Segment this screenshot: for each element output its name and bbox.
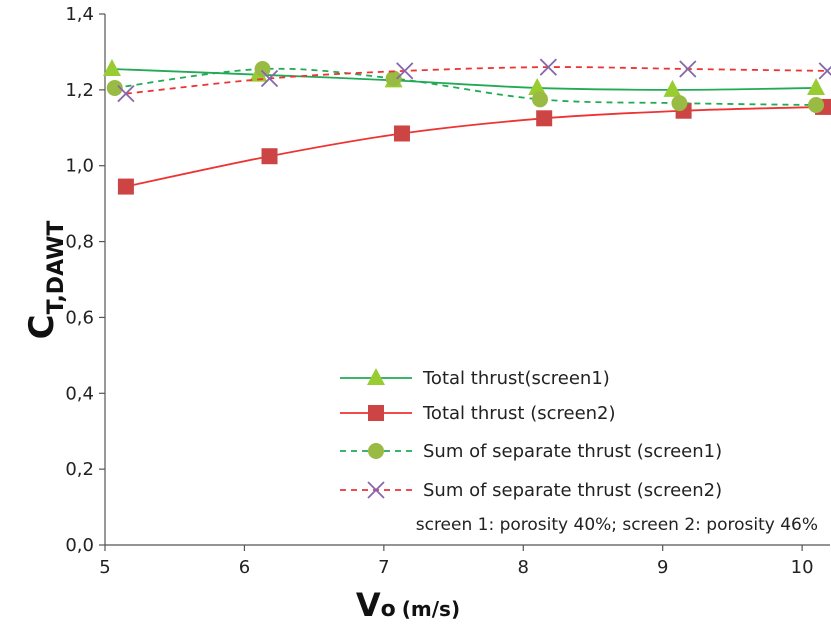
porosity-note: screen 1: porosity 40%; screen 2: porosi… xyxy=(416,515,818,535)
data-point xyxy=(102,58,121,76)
series-layer xyxy=(102,58,831,195)
y-tick-label: 0,8 xyxy=(65,232,94,253)
legend-marker-shape xyxy=(368,405,384,421)
data-point xyxy=(807,77,826,95)
data-point xyxy=(818,62,831,80)
x-tick-label: 8 xyxy=(518,557,529,578)
data-point xyxy=(536,110,553,127)
y-tick-label: 0,6 xyxy=(65,307,94,328)
y-tick-label: 1,4 xyxy=(65,4,94,25)
x-axis-ticks: 5 6 7 8 9 10 xyxy=(99,545,814,578)
legend-marker-shape xyxy=(368,443,384,459)
data-point xyxy=(539,58,558,76)
data-point xyxy=(254,60,271,77)
x-marker-stroke xyxy=(117,85,135,103)
y-tick-label: 0,4 xyxy=(65,383,94,404)
legend-entry-total-thrust-screen2: Total thrust (screen2) xyxy=(340,403,616,424)
x-tick-label: 10 xyxy=(791,557,814,578)
data-point xyxy=(679,60,697,78)
series-line xyxy=(125,66,828,95)
y-tick-label: 1,2 xyxy=(65,80,94,101)
y-tick-label: 1,0 xyxy=(65,156,94,177)
x-axis-title: Vo (m/s) xyxy=(356,586,460,624)
x-tick-label: 9 xyxy=(657,557,668,578)
legend-label: Total thrust (screen2) xyxy=(422,403,616,424)
legend: Total thrust(screen1) Total thrust (scre… xyxy=(340,368,818,535)
data-point xyxy=(117,85,135,103)
series-line xyxy=(111,68,817,91)
legend-marker-x xyxy=(367,481,385,499)
data-point xyxy=(106,79,123,96)
data-point xyxy=(117,178,134,195)
data-point xyxy=(261,148,278,165)
data-point xyxy=(385,70,402,87)
data-point xyxy=(663,79,682,97)
legend-label: Sum of separate thrust (screen2) xyxy=(423,480,722,501)
series-line xyxy=(114,67,817,106)
legend-entry-sum-screen2: Sum of separate thrust (screen2) xyxy=(340,480,722,501)
series-sum-separate-thrust-screen2 xyxy=(117,58,831,103)
series-total-thrust-screen1 xyxy=(102,58,826,97)
y-axis-title: CT,DAWT xyxy=(22,221,69,340)
x-tick-label: 5 xyxy=(99,557,110,578)
series-total-thrust-screen2 xyxy=(117,98,831,195)
plot-area xyxy=(104,14,830,546)
legend-marker-shape xyxy=(367,368,385,385)
legend-label: Sum of separate thrust (screen1) xyxy=(423,441,722,462)
legend-marker-circle xyxy=(368,443,384,459)
data-point xyxy=(260,69,279,88)
y-axis-ticks: 0,0 0,2 0,4 0,6 0,8 1,0 1,2 1,4 xyxy=(65,4,105,556)
series-line xyxy=(125,106,824,188)
legend-entry-sum-screen1: Sum of separate thrust (screen1) xyxy=(340,441,722,462)
x-marker-stroke xyxy=(679,60,697,78)
data-point xyxy=(396,62,414,80)
legend-marker-triangle xyxy=(367,368,385,385)
data-point xyxy=(671,95,688,112)
y-tick-label: 0,2 xyxy=(65,459,94,480)
legend-label: Total thrust(screen1) xyxy=(422,368,610,389)
x-marker-stroke xyxy=(396,62,414,80)
data-point xyxy=(532,91,548,108)
x-marker-stroke xyxy=(818,65,831,80)
x-marker-stroke xyxy=(260,69,279,88)
series-sum-separate-thrust-screen1 xyxy=(106,60,825,114)
x-marker-stroke xyxy=(539,58,558,76)
legend-marker-square xyxy=(368,405,384,421)
x-marker-stroke xyxy=(367,481,385,499)
y-tick-label: 0,0 xyxy=(65,535,94,556)
legend-entry-total-thrust-screen1: Total thrust(screen1) xyxy=(340,368,610,389)
data-point xyxy=(528,77,547,95)
x-tick-label: 7 xyxy=(378,557,389,578)
legend-marker-shape xyxy=(367,481,385,499)
x-tick-label: 6 xyxy=(239,557,250,578)
data-point xyxy=(808,97,825,114)
data-point xyxy=(393,125,410,142)
